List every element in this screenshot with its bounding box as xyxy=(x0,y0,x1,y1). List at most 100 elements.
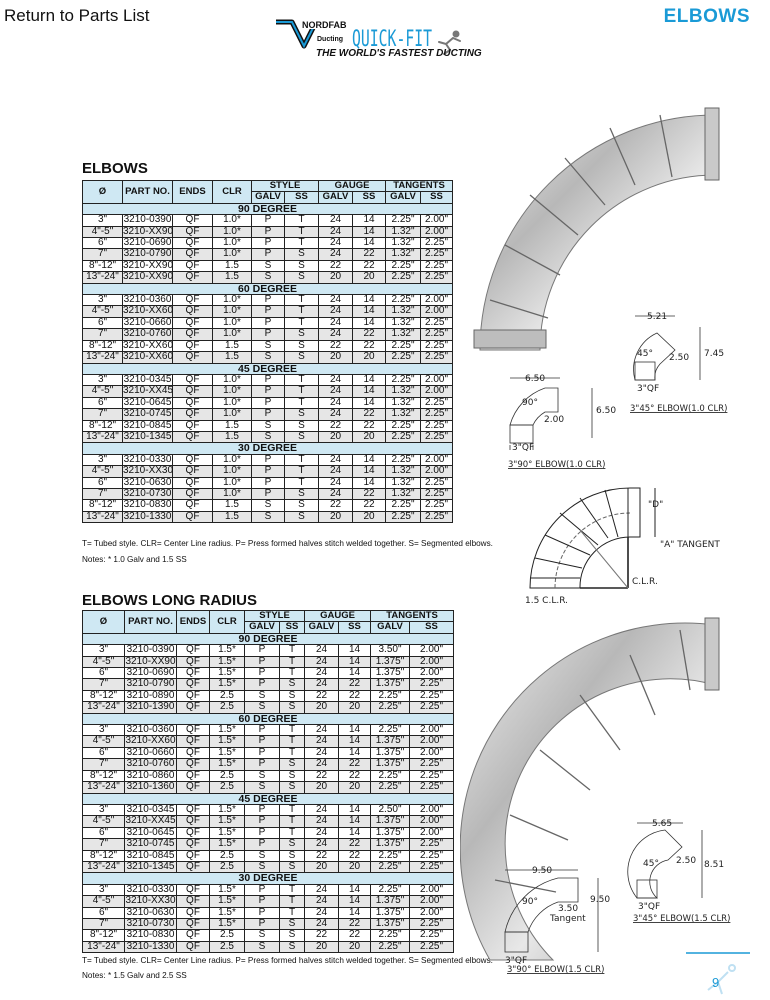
table-cell: 3210-0690 xyxy=(124,667,177,680)
table-cell: S xyxy=(251,271,285,284)
table-row: 3" 3210-0345 QF 1.0* P T 24 14 2.25" 2.00" xyxy=(82,373,454,387)
table-cell: S xyxy=(279,701,305,714)
table-cell: 24 xyxy=(304,644,339,657)
d90l-tangent-label: Tangent xyxy=(549,914,586,924)
table-cell: QF xyxy=(172,248,213,261)
table-cell: 22 xyxy=(352,487,386,501)
table-cell: 3210-0660 xyxy=(122,316,173,330)
table-cell: 3210-0745 xyxy=(124,838,177,851)
col-style-ss: SS xyxy=(279,621,305,634)
table-cell: 2.25" xyxy=(370,689,410,703)
table-cell: 1.5* xyxy=(209,917,245,931)
table-cell: 2.5 xyxy=(209,929,245,942)
table-cell: T xyxy=(279,667,305,680)
table-cell: 3210-XX30 xyxy=(122,465,174,478)
table-cell: 2.25" xyxy=(419,351,454,364)
table-cell: 2.00" xyxy=(408,655,455,669)
table-cell: 2.25" xyxy=(408,860,455,874)
table-cell: 3210-1345 xyxy=(122,430,173,444)
table-cell: 2.25" xyxy=(408,678,455,691)
table-cell: 14 xyxy=(338,883,371,897)
table-cell: QF xyxy=(176,940,210,954)
table-cell: 6" xyxy=(82,396,123,410)
table-cell: 24 xyxy=(318,237,353,250)
table-cell: QF xyxy=(172,373,213,387)
table-cell: T xyxy=(279,883,305,897)
table-cell: 3210-0730 xyxy=(122,487,173,501)
table-cell: T xyxy=(284,453,319,467)
table-cell: 1.0* xyxy=(212,453,252,467)
table-cell: QF xyxy=(172,499,213,512)
diagram-90-elbow-1.5-clr xyxy=(504,869,599,953)
table-cell: 3210-0645 xyxy=(122,396,173,410)
table-cell: 2.5 xyxy=(209,689,245,703)
table-cell: 14 xyxy=(352,396,386,410)
table-cell: 3210-0645 xyxy=(124,826,177,840)
table-row: 7" 3210-0790 QF 1.0* P S 24 22 1.32" 2.25" xyxy=(82,248,454,261)
table-row: 7" 3210-0760 QF 1.0* P S 24 22 1.32" 2.25" xyxy=(82,328,454,341)
table-cell: 2.25" xyxy=(419,237,454,250)
table-cell: 3210-0390 xyxy=(124,644,177,657)
table-cell: QF xyxy=(176,644,210,657)
table-cell: 1.5 xyxy=(212,510,252,524)
table-cell: P xyxy=(251,396,285,410)
table-cell: 1.375" xyxy=(370,906,410,919)
table-row: 13"-24" 3210-1345 QF 2.5 S S 20 20 2.25" 2.25" xyxy=(82,860,455,874)
table-cell: 14 xyxy=(338,735,371,748)
table-cell: 2.00" xyxy=(419,294,454,307)
table-cell: S xyxy=(279,758,305,771)
table-row: 13"-24" 3210-1330 QF 2.5 S S 20 20 2.25" 2.25" xyxy=(82,940,455,954)
table-cell: 3210-0760 xyxy=(124,758,177,771)
elbow-graphics: 6.50 6.50 90° 2.00 3"QF 3"90° ELBOW(1.0 … xyxy=(460,107,750,995)
table-cell: S xyxy=(284,271,319,284)
table-cell: 22 xyxy=(338,689,371,703)
table-cell: 13"-24" xyxy=(82,430,123,444)
table-cell: 24 xyxy=(304,758,339,771)
table-cell: 1.375" xyxy=(370,735,410,748)
table-cell: 1.0* xyxy=(212,294,252,307)
table-cell: QF xyxy=(176,906,210,919)
d45l-tangent: 2.50 xyxy=(676,856,696,866)
table-cell: 2.25" xyxy=(370,929,410,942)
table-cell: P xyxy=(251,294,285,307)
table-row: 13"-24" 3210-1390 QF 2.5 S S 20 20 2.25" 2.25" xyxy=(82,701,455,714)
table-cell: 22 xyxy=(318,339,353,353)
d90l-end: 3"QF xyxy=(505,956,527,966)
col-style-galv: GALV xyxy=(251,191,285,204)
elbow-photo-standard xyxy=(473,107,720,351)
table-row: 6" 3210-0690 QF 1.0* P T 24 14 1.32" 2.25" xyxy=(82,237,454,250)
table-cell: 3210-0745 xyxy=(122,408,173,421)
table-cell: 3210-0330 xyxy=(124,883,177,897)
table-row: 7" 3210-0745 QF 1.0* P S 24 22 1.32" 2.25" xyxy=(82,408,454,421)
col-dia: Ø xyxy=(82,610,125,634)
table-cell: 3210-XX45 xyxy=(122,385,174,398)
table-cell: 2.00" xyxy=(408,895,455,908)
table-cell: 6" xyxy=(82,237,123,250)
col-style: STYLE xyxy=(251,179,319,193)
table-cell: P xyxy=(251,237,285,250)
table-cell: 7" xyxy=(82,408,123,421)
table-row: 8"-12" 3210-0830 QF 2.5 S S 22 22 2.25" 2.25" xyxy=(82,929,455,942)
table-cell: P xyxy=(251,225,285,239)
table-cell: 2.25" xyxy=(408,940,455,954)
table-cell: 22 xyxy=(338,678,371,691)
return-to-parts-list-link[interactable]: Return to Parts List xyxy=(4,6,150,25)
table-cell: P xyxy=(244,724,280,737)
table-cell: S xyxy=(284,430,319,444)
table-cell: 13"-24" xyxy=(82,351,123,364)
table-cell: 2.25" xyxy=(419,248,454,261)
table-cell: 14 xyxy=(352,225,386,239)
table-cell: QF xyxy=(172,465,213,478)
table-cell: S xyxy=(284,419,319,432)
table-cell: 2.5 xyxy=(209,769,245,783)
col-clr: CLR xyxy=(209,610,245,634)
table-cell: 3" xyxy=(82,294,123,307)
elbow-photo-long-radius xyxy=(460,617,720,961)
diagram-45-elbow-1.5-clr xyxy=(627,822,703,899)
table-cell: 1.5* xyxy=(209,883,245,897)
d90-height: 6.50 xyxy=(596,406,616,416)
table-cell: 24 xyxy=(318,294,353,307)
table-cell: 2.00" xyxy=(408,803,455,817)
table-cell: 2.50" xyxy=(370,803,410,817)
table-cell: T xyxy=(284,373,319,387)
